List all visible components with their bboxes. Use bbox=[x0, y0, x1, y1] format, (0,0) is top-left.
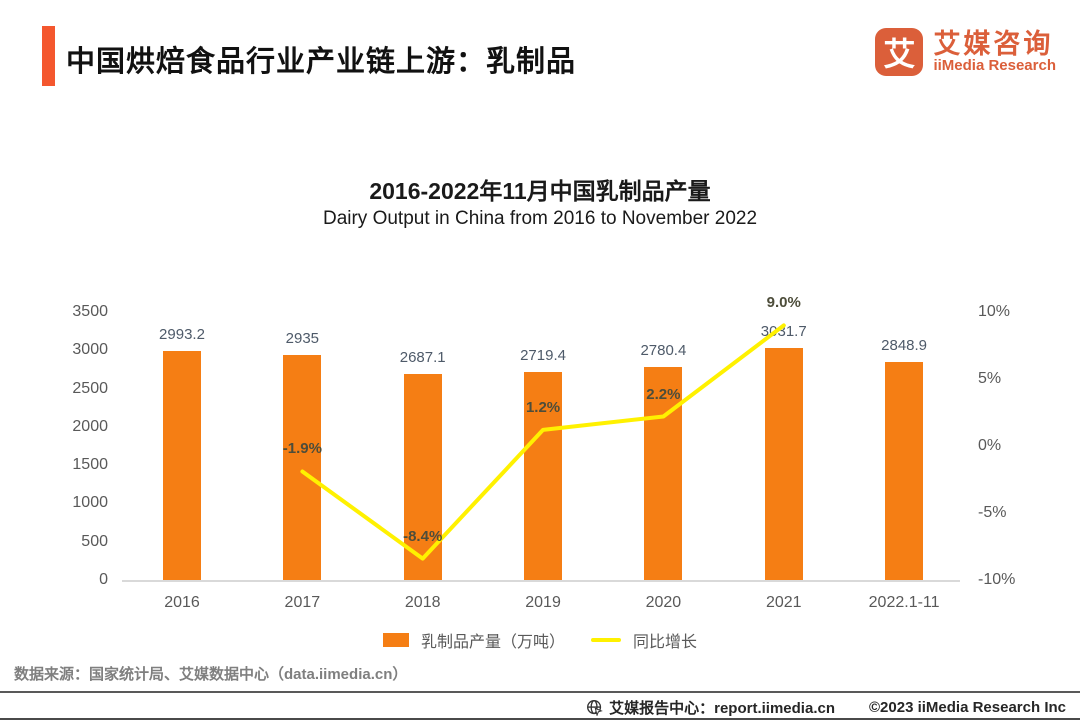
legend-line-label: 同比增长 bbox=[633, 634, 698, 651]
bar bbox=[283, 355, 322, 580]
iimedia-logo: 艾 艾媒咨询 iiMedia Research bbox=[875, 28, 1056, 76]
x-axis-tick-label: 2022.1-11 bbox=[868, 594, 940, 611]
x-axis-tick-label: 2020 bbox=[645, 594, 682, 611]
globe-icon bbox=[587, 700, 603, 716]
footer-bar: 艾媒报告中心：report.iimedia.cn ©2023 iiMedia R… bbox=[0, 697, 1066, 718]
growth-value-label: 9.0% bbox=[766, 294, 801, 312]
x-axis-tick-label: 2018 bbox=[404, 594, 441, 611]
bar bbox=[764, 347, 803, 580]
bar-value-label: 2848.9 bbox=[881, 336, 928, 354]
logo-name-en: iiMedia Research bbox=[933, 56, 1056, 74]
iimedia-logo-icon: 艾 bbox=[875, 28, 924, 76]
chart-title: 2016-2022年11月中国乳制品产量 bbox=[369, 178, 711, 204]
report-center-link[interactable]: 艾媒报告中心：report.iimedia.cn bbox=[586, 697, 835, 718]
y-axis-tick-label: 0 bbox=[99, 571, 108, 588]
legend-bar-swatch bbox=[382, 633, 409, 647]
secondary-axis-tick-label: 0% bbox=[978, 437, 1002, 454]
y-axis-tick-label: 1000 bbox=[72, 494, 108, 512]
report-center-text: 艾媒报告中心：report.iimedia.cn bbox=[609, 700, 835, 717]
x-axis-tick-label: 2016 bbox=[164, 594, 200, 611]
chart-legend: 乳制品产量（万吨） 同比增长 bbox=[0, 628, 1080, 652]
bar-value-label: 2935 bbox=[285, 330, 320, 348]
logo-name-cn: 艾媒咨询 bbox=[933, 28, 1054, 59]
bar-value-label: 2780.4 bbox=[640, 342, 687, 360]
secondary-axis-tick-label: -5% bbox=[978, 504, 1007, 521]
growth-value-label: -8.4% bbox=[403, 527, 443, 545]
y-axis-tick-label: 500 bbox=[81, 532, 108, 550]
bar bbox=[403, 374, 442, 580]
y-axis-tick-label: 1500 bbox=[72, 456, 108, 474]
footer-divider bbox=[0, 691, 1080, 693]
legend-bar-label: 乳制品产量（万吨） bbox=[420, 634, 565, 651]
copyright-text: ©2023 iiMedia Research Inc bbox=[869, 699, 1066, 716]
growth-value-label: 2.2% bbox=[646, 385, 681, 403]
logo-text: 艾媒咨询 iiMedia Research bbox=[933, 28, 1056, 75]
x-axis-tick-label: 2019 bbox=[525, 594, 561, 611]
secondary-axis-tick-label: -10% bbox=[978, 571, 1016, 588]
data-source: 数据来源：国家统计局、艾媒数据中心（data.iimedia.cn） bbox=[14, 666, 408, 683]
y-axis-tick-label: 2500 bbox=[72, 379, 108, 397]
y-axis-tick-label: 3000 bbox=[72, 341, 108, 359]
bar-value-label: 3031.7 bbox=[760, 322, 807, 340]
title-accent-bar bbox=[42, 26, 55, 86]
x-axis-tick-label: 2017 bbox=[284, 594, 321, 611]
growth-value-label: -1.9% bbox=[282, 440, 322, 458]
bar bbox=[885, 361, 924, 580]
bar-value-label: 2993.2 bbox=[159, 325, 205, 343]
bar bbox=[163, 350, 201, 580]
logo-glyph: 艾 bbox=[883, 36, 916, 72]
secondary-axis-tick-label: 5% bbox=[978, 370, 1002, 387]
bar-value-label: 2687.1 bbox=[399, 349, 446, 367]
chart-subtitle: Dairy Output in China from 2016 to Novem… bbox=[322, 208, 758, 229]
y-axis-tick-label: 2000 bbox=[72, 417, 108, 435]
legend-line-swatch bbox=[591, 638, 621, 642]
y-axis-tick-label: 3500 bbox=[72, 303, 108, 320]
bar-value-label: 2719.4 bbox=[520, 346, 566, 364]
growth-value-label: 1.2% bbox=[525, 398, 561, 416]
page-title: 中国烘焙食品行业产业链上游：乳制品 bbox=[66, 46, 577, 78]
secondary-axis-tick-label: 10% bbox=[978, 303, 1011, 320]
x-axis-tick-label: 2021 bbox=[765, 594, 802, 611]
x-axis-line bbox=[122, 580, 960, 582]
